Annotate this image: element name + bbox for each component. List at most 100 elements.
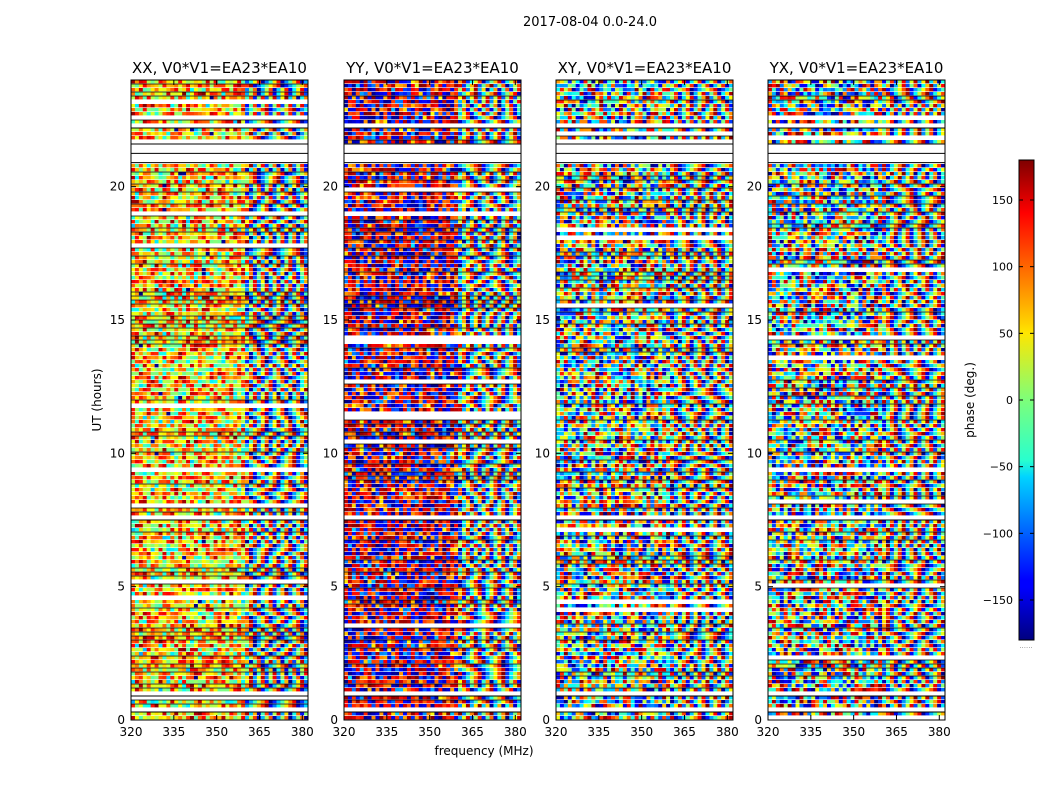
heat-cell: [178, 92, 182, 95]
panel-0-cells: [131, 80, 308, 719]
heat-cell: [190, 84, 194, 87]
heat-cell: [143, 236, 147, 239]
heat-cell: [210, 92, 214, 95]
heat-cell: [265, 112, 269, 115]
heat-cell: [135, 268, 139, 271]
heat-cell: [296, 112, 300, 115]
heat-cell: [159, 252, 163, 255]
heat-cell: [198, 120, 202, 123]
heat-cell: [202, 172, 206, 175]
heat-cell: [139, 268, 143, 271]
heat-cell: [249, 120, 253, 123]
heat-cell: [131, 96, 135, 99]
heat-cell: [225, 276, 229, 279]
heat-cell: [190, 112, 194, 115]
heat-cell: [206, 128, 210, 131]
heat-cell: [277, 108, 281, 111]
heat-cell: [198, 220, 202, 223]
heat-cell: [186, 272, 190, 275]
heat-cell: [296, 192, 300, 195]
heat-cell: [292, 228, 296, 231]
heat-cell: [131, 180, 135, 183]
heat-cell: [284, 240, 288, 243]
heat-cell: [155, 168, 159, 171]
heat-cell: [131, 260, 135, 263]
heat-cell: [273, 104, 277, 107]
heat-cell: [194, 96, 198, 99]
heat-cell: [233, 240, 237, 243]
heat-cell: [292, 260, 296, 263]
heat-cell: [131, 216, 135, 219]
heat-cell: [225, 264, 229, 267]
heat-cell: [225, 176, 229, 179]
heat-cell: [170, 248, 174, 251]
heat-cell: [159, 260, 163, 263]
heat-cell: [277, 220, 281, 223]
heat-cell: [241, 184, 245, 187]
heat-cell: [186, 136, 190, 139]
heat-cell: [162, 184, 166, 187]
heat-cell: [280, 268, 284, 271]
heat-cell: [214, 128, 218, 131]
heat-cell: [237, 200, 241, 203]
heat-cell: [277, 80, 281, 83]
heat-cell: [159, 176, 163, 179]
figure: 2017-08-04 0.0-24.0 XX, V0*V1=EA23*EA103…: [0, 0, 1050, 800]
heat-cell: [206, 88, 210, 91]
heat-cell: [218, 112, 222, 115]
heat-cell: [288, 232, 292, 235]
heat-cell: [237, 172, 241, 175]
heat-cell: [214, 132, 218, 135]
heat-cell: [155, 276, 159, 279]
heat-cell: [206, 248, 210, 251]
heat-cell: [257, 104, 261, 107]
heat-cell: [221, 184, 225, 187]
heat-cell: [218, 256, 222, 259]
heat-cell: [253, 88, 257, 91]
heat-cell: [292, 120, 296, 123]
heat-cell: [155, 176, 159, 179]
heat-cell: [253, 228, 257, 231]
heat-cell: [194, 180, 198, 183]
heat-cell: [155, 164, 159, 167]
heat-cell: [218, 88, 222, 91]
heat-cell: [245, 272, 249, 275]
heat-cell: [174, 276, 178, 279]
heat-cell: [273, 112, 277, 115]
heat-cell: [182, 200, 186, 203]
heat-cell: [162, 84, 166, 87]
heat-cell: [143, 180, 147, 183]
heat-cell: [190, 184, 194, 187]
heat-cell: [206, 276, 210, 279]
heat-cell: [182, 196, 186, 199]
heat-cell: [229, 264, 233, 267]
heat-cell: [182, 256, 186, 259]
heat-cell: [143, 256, 147, 259]
heat-cell: [178, 184, 182, 187]
heat-cell: [162, 248, 166, 251]
heat-cell: [135, 132, 139, 135]
heat-cell: [257, 96, 261, 99]
heat-cell: [269, 80, 273, 83]
heat-cell: [151, 88, 155, 91]
heat-cell: [261, 196, 265, 199]
heat-cell: [166, 92, 170, 95]
heat-cell: [170, 272, 174, 275]
heat-cell: [147, 128, 151, 131]
heat-cell: [194, 112, 198, 115]
heat-cell: [174, 200, 178, 203]
heat-cell: [277, 252, 281, 255]
heat-cell: [214, 120, 218, 123]
heat-cell: [198, 88, 202, 91]
heat-cell: [151, 204, 155, 207]
heat-cell: [186, 220, 190, 223]
heat-cell: [225, 236, 229, 239]
heat-cell: [261, 232, 265, 235]
heat-cell: [147, 228, 151, 231]
heat-cell: [292, 108, 296, 111]
heat-cell: [194, 248, 198, 251]
heat-cell: [190, 96, 194, 99]
heat-cell: [178, 108, 182, 111]
heat-cell: [143, 252, 147, 255]
heat-cell: [261, 136, 265, 139]
